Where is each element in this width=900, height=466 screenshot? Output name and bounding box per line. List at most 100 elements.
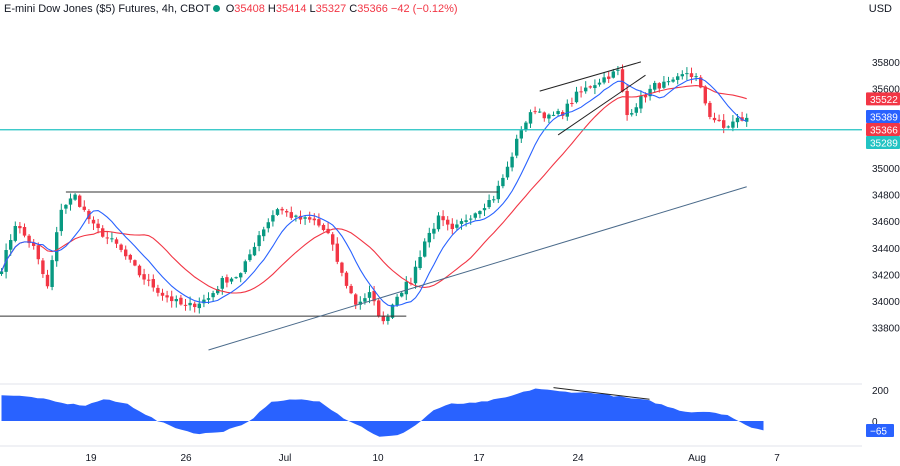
candle-body [275,209,280,215]
candle [317,213,321,228]
candle-body [620,69,625,92]
candle-body [565,103,569,117]
candle-body [648,88,652,97]
candle-body [699,77,703,88]
candle-body [252,246,257,256]
candle [119,243,123,253]
candle [519,126,523,143]
oscillator-axis-tick: 200 [872,386,889,397]
candle [436,212,441,232]
candle-body [662,81,666,88]
candle-body [271,215,275,222]
price-axis-tick: 34200 [872,270,900,281]
candle-body [59,209,63,232]
candle [124,245,128,260]
candle-body [634,107,638,113]
candle-body [119,244,123,250]
candle-body [436,215,441,230]
candle-body [377,300,381,317]
candle [68,193,73,211]
candle-body [492,199,496,201]
candle-body [607,76,611,79]
candle [257,231,261,252]
candle-body [64,204,68,209]
candle [170,290,174,308]
candle [147,273,151,287]
candle [151,274,155,292]
candle [726,125,730,129]
candle [634,103,638,117]
candle [574,86,579,104]
candle-body [340,262,344,273]
candle-body [510,156,514,168]
candle [344,271,349,289]
candle-body [137,265,142,276]
candle [165,290,169,303]
candle-body [266,222,270,229]
candle [551,111,556,117]
candle [105,231,109,245]
candle [160,288,165,301]
candle [446,216,450,231]
candle [492,195,496,203]
candle-body [188,302,192,306]
candle [377,298,381,318]
candle [27,234,31,248]
candle-body [216,288,220,294]
candle-body [386,316,390,322]
candle [607,71,611,84]
slow-moving-average [0,85,747,294]
candle-body [597,82,602,85]
candle [174,295,178,308]
candle-body [464,220,468,222]
candle-body [68,198,73,205]
candle-body [413,266,418,284]
chart-header: E-mini Dow Jones ($5) Futures, 4h, CBOT … [4,3,458,15]
candle [547,113,551,123]
candle [538,108,542,113]
candle [9,234,13,256]
candle-body [133,260,137,266]
candle [487,194,491,209]
candle-body [354,294,358,305]
candles [0,64,749,325]
candle-body [32,243,36,246]
candle [450,218,454,235]
candle [441,210,445,227]
candle-body [142,274,146,280]
price-label: 35289 [866,135,900,149]
candle [455,219,459,231]
candle-body [547,114,551,119]
candle [266,218,270,233]
candle-body [124,249,128,257]
candle-body [147,279,151,281]
candle-body [657,83,661,89]
candle-body [735,117,740,123]
candle [386,313,390,325]
candle-body [390,304,395,318]
candle [689,67,694,84]
candle-body [418,257,422,269]
candle [694,73,698,82]
candle [308,211,312,223]
candle [639,90,643,114]
candle-body [616,69,620,71]
candle-body [211,293,215,298]
candle-body [367,292,372,298]
candle [197,297,201,314]
candle-body [717,119,721,122]
candle-body [556,111,560,115]
candle-body [55,232,59,262]
candle [542,111,546,122]
candle [703,85,707,106]
candle [597,78,602,87]
currency-label[interactable]: USD [868,3,892,15]
candle [469,215,473,225]
open-value: 35408 [234,3,265,15]
candle [717,114,721,122]
candle [533,106,537,115]
candle-body [349,285,353,294]
candle [179,294,183,306]
candle [482,203,487,216]
